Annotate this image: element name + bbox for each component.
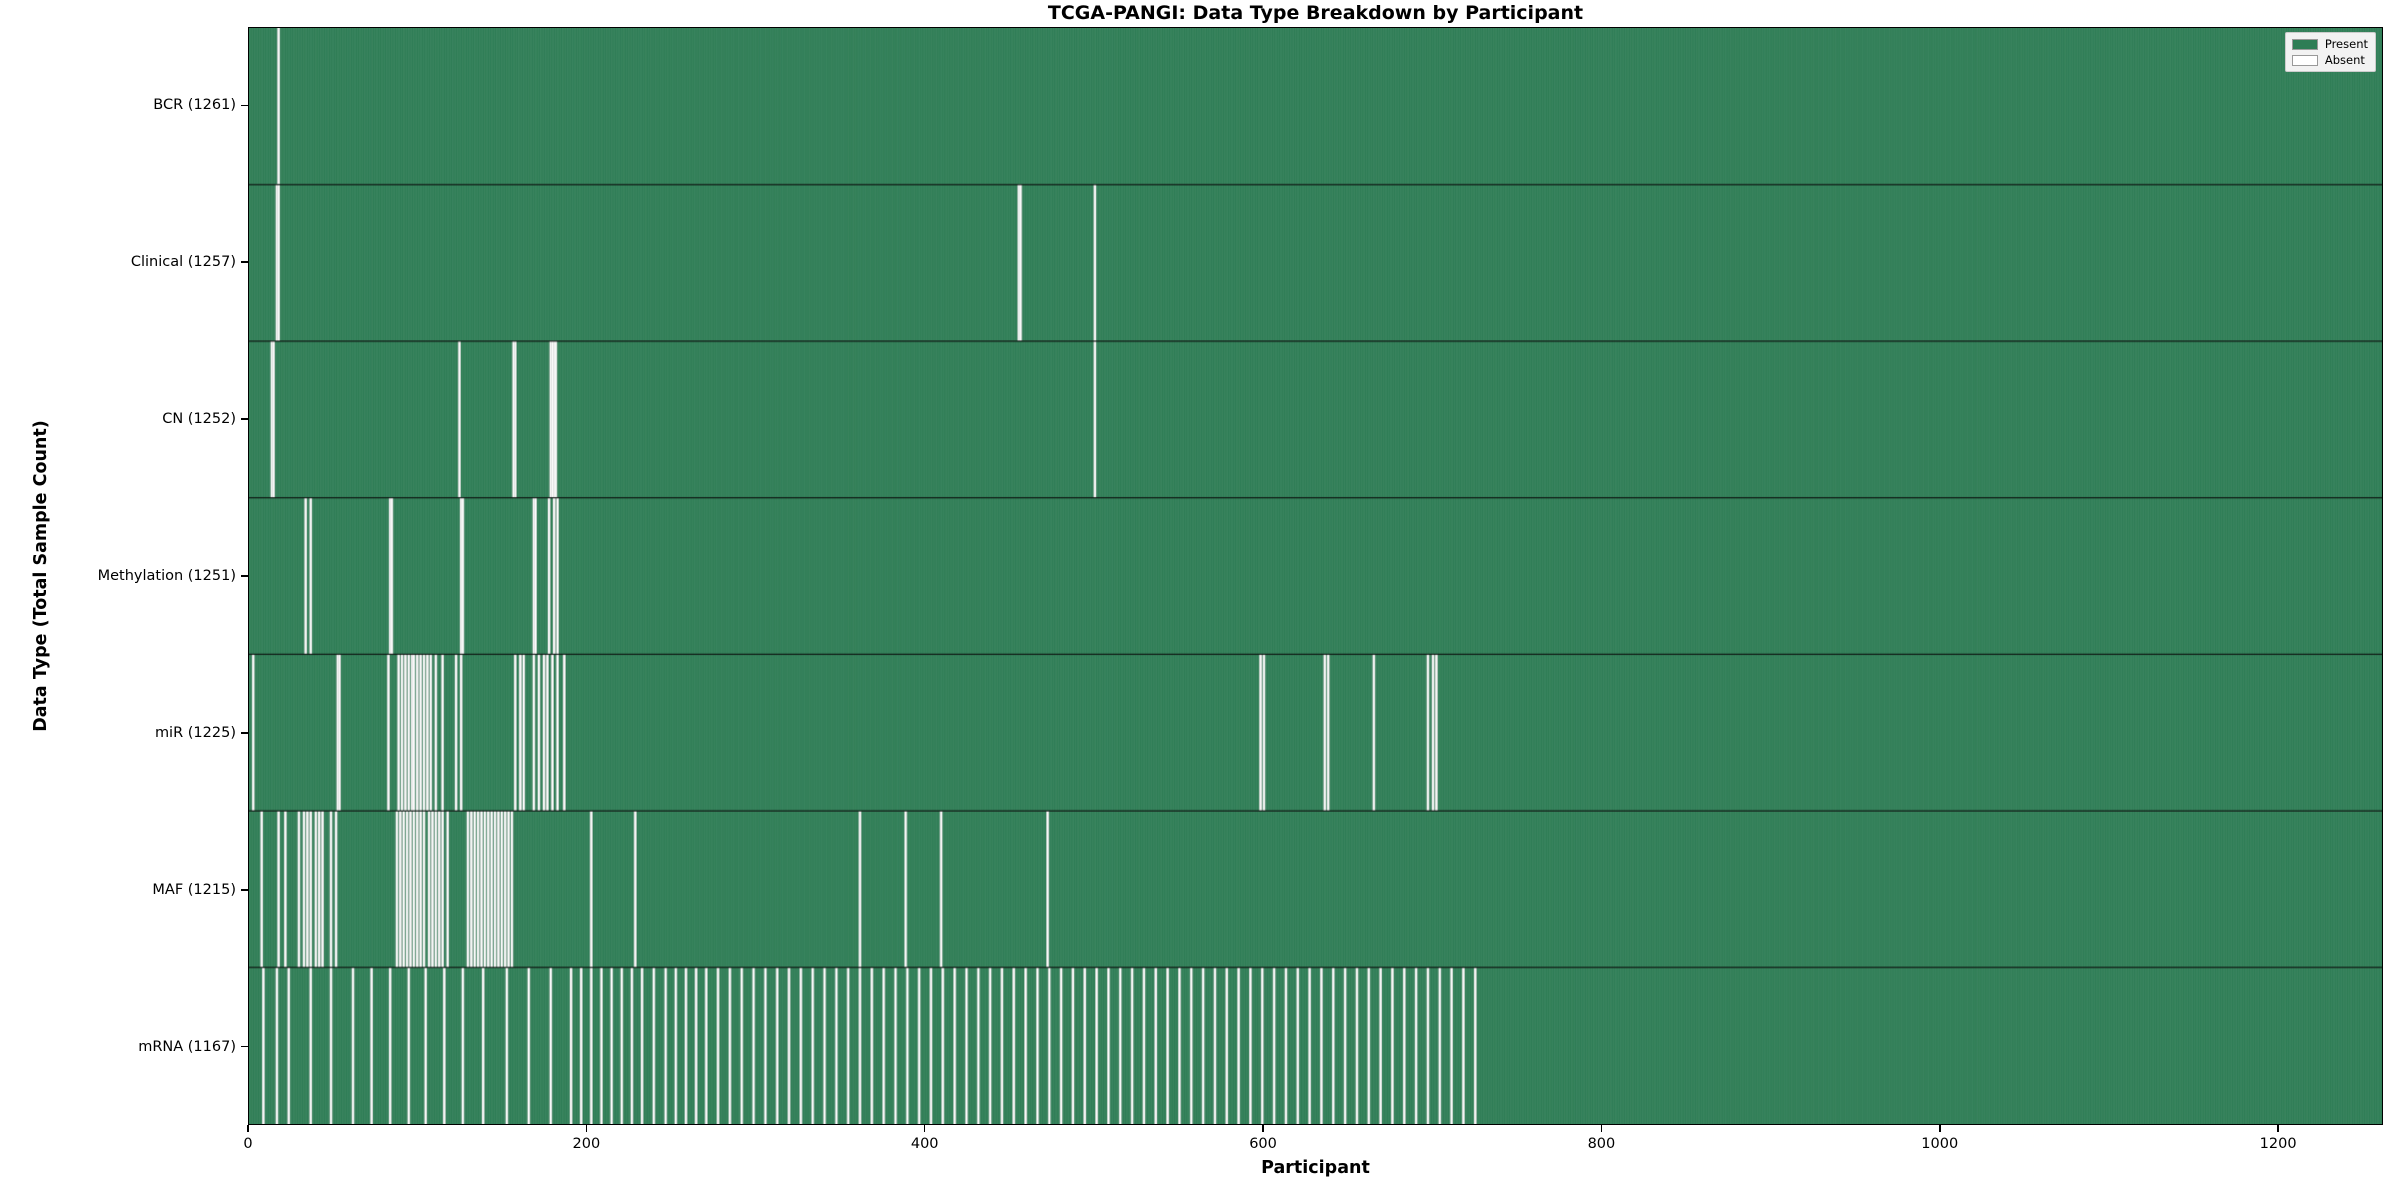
heatmap-cells[interactable] [249, 28, 2382, 1124]
y-axis-tick-label: BCR (1261) [153, 97, 236, 114]
x-axis-tick-mark [1938, 1125, 1941, 1132]
y-axis-tick-mark [241, 418, 248, 420]
y-axis-tick-mark [241, 575, 248, 577]
legend-swatch-absent [2291, 54, 2318, 66]
x-axis-title: Participant [1261, 1158, 1370, 1178]
legend-swatch-present [2291, 38, 2318, 50]
x-axis-tick-mark [1600, 1125, 1603, 1132]
heatmap-plot-area[interactable] [248, 27, 2383, 1125]
x-axis-tick-label: 800 [1587, 1136, 1616, 1152]
x-axis-tick-mark [923, 1125, 926, 1132]
x-axis-tick-label: 400 [910, 1136, 939, 1152]
y-axis-title: Data Type (Total Sample Count) [31, 420, 51, 732]
x-axis-tick-label: 200 [572, 1136, 601, 1152]
y-axis-tick-mark [241, 888, 248, 891]
y-axis-tick-mark [241, 261, 248, 264]
legend[interactable]: Present Absent [2284, 32, 2376, 72]
y-axis-tick-label: CN (1252) [162, 411, 236, 428]
legend-item[interactable]: Absent [2291, 53, 2368, 67]
x-axis-tick-label: 600 [1249, 1136, 1277, 1152]
x-axis-tick-mark [585, 1125, 588, 1132]
x-axis-tick-label: 0 [243, 1136, 253, 1152]
y-axis-tick-label: Methylation (1251) [97, 568, 236, 584]
y-axis-tick-mark [241, 732, 248, 734]
legend-label: Absent [2324, 53, 2365, 67]
y-axis-tick-mark [241, 104, 248, 107]
y-axis-tick-label: miR (1225) [154, 724, 236, 741]
x-axis-tick-mark [247, 1125, 249, 1132]
y-axis-tick-mark [241, 1045, 248, 1048]
legend-item[interactable]: Present [2291, 37, 2368, 51]
x-axis-tick-mark [1262, 1125, 1264, 1132]
y-axis-tick-label: mRNA (1167) [138, 1038, 236, 1055]
y-axis-tick-label: MAF (1215) [152, 881, 236, 898]
x-axis-tick-label: 1200 [2259, 1136, 2297, 1152]
x-axis-tick-label: 1000 [1921, 1136, 1959, 1152]
page-title: TCGA-PANGI: Data Type Breakdown by Parti… [1047, 2, 1584, 24]
x-axis-tick-mark [2277, 1125, 2279, 1132]
legend-label: Present [2324, 37, 2368, 51]
y-axis-tick-label: Clinical (1257) [130, 254, 236, 271]
